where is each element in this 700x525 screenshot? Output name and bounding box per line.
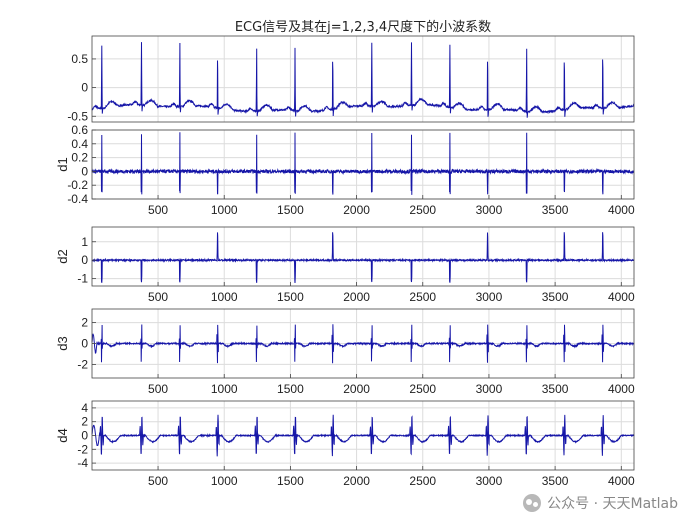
panel-1-ytick-label: 0.4 xyxy=(71,137,88,151)
panel-4-ytick-label: -2 xyxy=(77,442,88,456)
panel-1-xtick-label: 2000 xyxy=(343,203,370,217)
panel-1-xtick-label: 1000 xyxy=(211,203,238,217)
panel-3-xtick-label: 4000 xyxy=(608,382,635,396)
panel-1-xtick-label: 3000 xyxy=(476,203,503,217)
panel-4-series-line xyxy=(91,414,635,457)
panel-4-ytick-label: 0 xyxy=(81,429,88,443)
watermark: 公众号 · 天天Matlab xyxy=(523,493,678,513)
panel-1-background xyxy=(92,130,634,199)
panel-0-axes-box xyxy=(91,35,635,123)
panel-3-xtick-label: 3000 xyxy=(476,382,503,396)
panel-4-xtick-label: 3000 xyxy=(476,474,503,488)
panel-3-series-line xyxy=(91,324,635,364)
panel-1-xtick-label: 3500 xyxy=(542,203,569,217)
panel-3-xtick-label: 2000 xyxy=(343,382,370,396)
panel-2-ytick-label: 0 xyxy=(81,253,88,267)
panel-3-ylabel: d3 xyxy=(55,336,70,350)
panel-1-xtick-label: 2500 xyxy=(409,203,436,217)
panel-0-ytick-label: 0 xyxy=(81,81,88,95)
wechat-icon xyxy=(523,494,542,512)
panel-4-xtick-label: 2500 xyxy=(409,474,436,488)
panel-2-xtick-label: 3500 xyxy=(542,290,569,304)
panel-0-ytick-label: -0.5 xyxy=(67,109,88,123)
panel-4-ylabel: d4 xyxy=(55,428,70,442)
panel-3-ytick-label: 2 xyxy=(81,316,88,330)
panel-4-xtick-label: 4000 xyxy=(608,474,635,488)
chart-title: ECG信号及其在j=1,2,3,4尺度下的小波系数 xyxy=(235,19,491,35)
panel-1-xtick-label: 4000 xyxy=(608,203,635,217)
panel-3-xtick-label: 1000 xyxy=(211,382,238,396)
panel-2-xtick-label: 1500 xyxy=(277,290,304,304)
panel-2-xtick-label: 2500 xyxy=(409,290,436,304)
panel-3-xtick-label: 3500 xyxy=(542,382,569,396)
panel-1-xtick-label: 1500 xyxy=(277,203,304,217)
panel-0-series-line xyxy=(91,42,635,118)
panel-1-xtick-label: 500 xyxy=(148,203,168,217)
panel-4-xtick-label: 3500 xyxy=(542,474,569,488)
panel-2-background xyxy=(92,227,634,286)
panel-4-ytick-label: 4 xyxy=(81,401,88,415)
panel-1-axes-box xyxy=(91,129,635,200)
panel-0-ytick-label: 0.5 xyxy=(71,52,88,66)
panel-4-xtick-label: 500 xyxy=(148,474,168,488)
panel-1-ytick-label: -0.2 xyxy=(67,178,88,192)
panel-1-ytick-label: 0.2 xyxy=(71,151,88,165)
panel-2-axes-box xyxy=(91,226,635,287)
panel-2-xtick-label: 4000 xyxy=(608,290,635,304)
panel-4-ytick-label: -4 xyxy=(77,456,88,470)
panel-2-xtick-label: 2000 xyxy=(343,290,370,304)
panel-4-xtick-label: 1000 xyxy=(211,474,238,488)
panel-1-ytick-label: 0 xyxy=(81,164,88,178)
panel-4-xtick-label: 1500 xyxy=(277,474,304,488)
panel-1-ytick-label: -0.4 xyxy=(67,192,88,206)
panel-2-ytick-label: 1 xyxy=(81,235,88,249)
panel-1-ylabel: d1 xyxy=(55,157,70,171)
panel-2-ylabel: d2 xyxy=(55,249,70,263)
panel-4-ytick-label: 2 xyxy=(81,415,88,429)
panel-2-xtick-label: 1000 xyxy=(211,290,238,304)
panel-2-xtick-label: 500 xyxy=(148,290,168,304)
panel-1-series-line xyxy=(91,132,635,195)
panel-3-ytick-label: 0 xyxy=(81,337,88,351)
panel-4-xtick-label: 2000 xyxy=(343,474,370,488)
panel-2-ytick-label: -1 xyxy=(77,272,88,286)
panel-3-xtick-label: 500 xyxy=(148,382,168,396)
watermark-text: 公众号 · 天天Matlab xyxy=(547,496,678,512)
panel-2-series-line xyxy=(91,232,635,284)
panel-3-xtick-label: 2500 xyxy=(409,382,436,396)
panel-2-xtick-label: 3000 xyxy=(476,290,503,304)
panel-1-ytick-label: 0.6 xyxy=(71,123,88,137)
panel-3-xtick-label: 1500 xyxy=(277,382,304,396)
panel-0-background xyxy=(92,36,634,122)
panel-3-ytick-label: -2 xyxy=(77,357,88,371)
